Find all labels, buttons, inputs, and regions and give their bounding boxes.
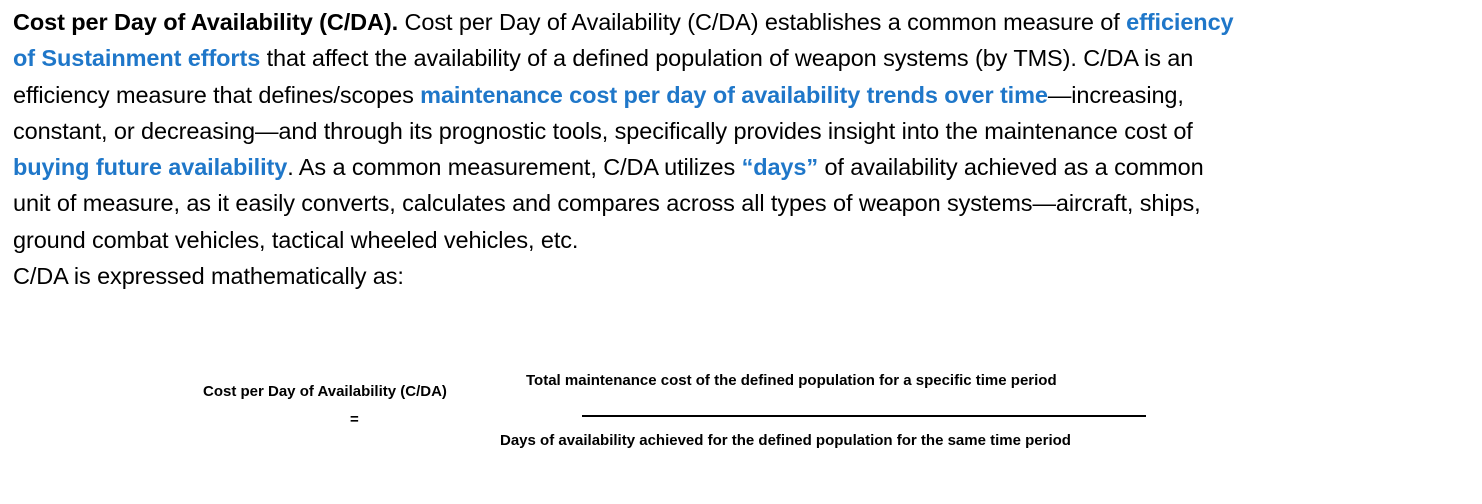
fraction-bar [582, 415, 1146, 417]
paragraph-line-1: Cost per Day of Availability (C/DA). Cos… [13, 4, 1473, 40]
paragraph-line-5: buying future availability. As a common … [13, 149, 1473, 185]
paragraph-line-4: constant, or decreasing—and through its … [13, 113, 1473, 149]
highlight-text: “days” [741, 154, 819, 181]
body-text: ground combat vehicles, tactical wheeled… [13, 226, 579, 253]
paragraph-line-2: of Sustainment efforts that affect the a… [13, 40, 1473, 76]
body-text: unit of measure, as it easily converts, … [13, 190, 1201, 217]
highlight-text: of Sustainment efforts [13, 45, 261, 72]
section-heading: Cost per Day of Availability (C/DA). [13, 9, 399, 35]
body-text: Cost per Day of Availability (C/DA) esta… [398, 9, 1127, 35]
body-text: that affect the availability of a define… [260, 45, 1194, 72]
highlight-text: efficiency [1126, 9, 1234, 35]
paragraph-line-6: unit of measure, as it easily converts, … [13, 185, 1473, 221]
paragraph-line-3: efficiency measure that defines/scopes m… [13, 77, 1473, 113]
paragraph-line-8: C/DA is expressed mathematically as: [13, 258, 1473, 294]
body-text: constant, or decreasing—and through its … [13, 117, 1193, 144]
body-text: of availability achieved as a common [818, 154, 1204, 181]
formula-denominator: Days of availability achieved for the de… [500, 432, 1071, 449]
formula-equals-sign: = [350, 411, 359, 428]
formula-numerator: Total maintenance cost of the defined po… [526, 372, 1057, 389]
body-text: —increasing, [1047, 81, 1184, 108]
formula-lhs-label: Cost per Day of Availability (C/DA) [203, 383, 447, 400]
cda-definition-paragraph: Cost per Day of Availability (C/DA). Cos… [13, 4, 1473, 294]
body-text: . As a common measurement, C/DA utilizes [287, 154, 742, 181]
highlight-text: buying future availability [13, 154, 288, 181]
highlight-text: maintenance cost per day of availability… [420, 81, 1048, 108]
paragraph-line-7: ground combat vehicles, tactical wheeled… [13, 222, 1473, 258]
body-text: efficiency measure that defines/scopes [13, 81, 421, 108]
body-text: C/DA is expressed mathematically as: [13, 263, 404, 290]
